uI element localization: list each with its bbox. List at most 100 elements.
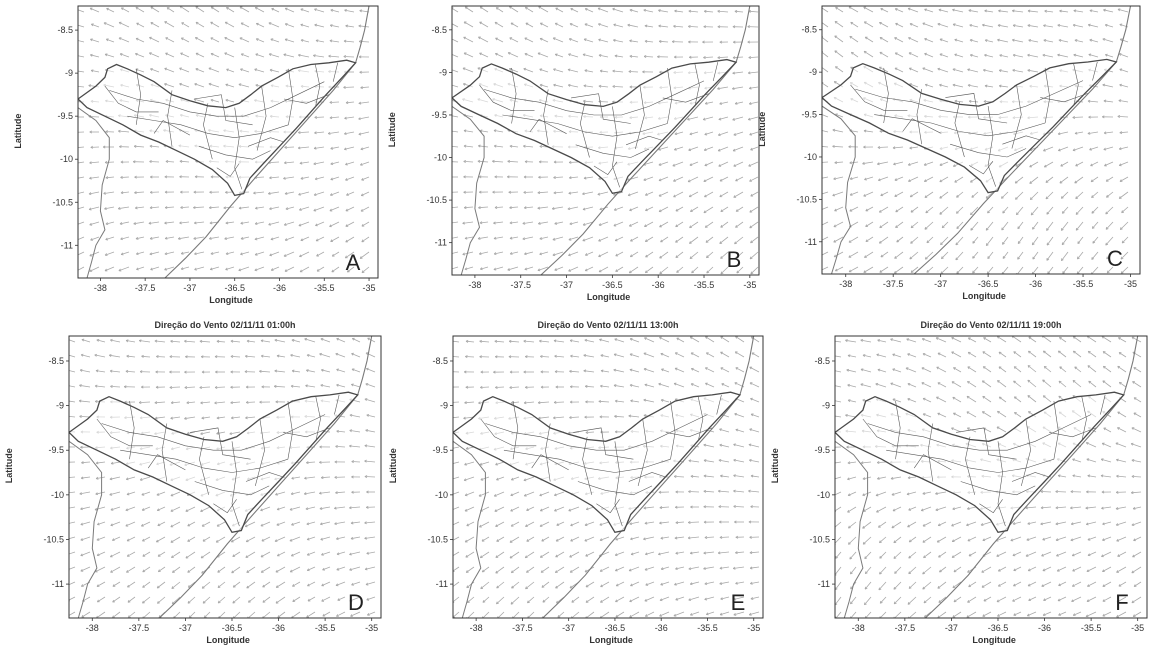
- x-tick-label: -35: [1124, 279, 1137, 289]
- y-tick-label: -11: [61, 240, 73, 250]
- x-tick-label: -36: [652, 280, 665, 290]
- municipal-boundaries: [104, 62, 338, 190]
- y-tick-label: -8.5: [814, 356, 830, 366]
- state-border: [69, 440, 103, 618]
- map-area: [822, 6, 1140, 274]
- x-tick-label: -38: [839, 279, 852, 289]
- y-tick-label: -10.5: [426, 195, 447, 205]
- panel-f: -38 -37.5 -37 -36.5 -36 -35.5 -35 -8.5 -9 -9.5 -10…: [770, 320, 1148, 645]
- x-tick-label: -37.5: [510, 280, 531, 290]
- y-tick-label: -9: [809, 67, 817, 77]
- y-tick-label: -9.5: [432, 445, 448, 455]
- x-tick-label: -36.5: [988, 623, 1009, 633]
- y-tick-label: -8.5: [431, 25, 447, 35]
- map-area: [453, 336, 763, 618]
- panel-title: Direção do Vento 02/11/11 19:00h: [920, 320, 1061, 330]
- panel-b: -38 -37.5 -37 -36.5 -36 -35.5 -35 -8.5 -9 -9.5 -10…: [387, 5, 760, 302]
- y-tick-label: -9: [65, 68, 73, 78]
- y-tick-label: -9: [56, 401, 64, 411]
- y-axis-label: Latitude: [4, 448, 14, 483]
- x-tick-label: -38: [94, 283, 107, 293]
- y-tick-label: -10.5: [796, 194, 817, 204]
- coastline: [924, 336, 1139, 618]
- y-tick-label: -9: [439, 67, 447, 77]
- y-tick-label: -9: [440, 401, 448, 411]
- x-tick-label: -37: [562, 623, 575, 633]
- panel-title: Direção do Vento 02/11/11 13:00h: [537, 320, 678, 330]
- x-tick-label: -36.5: [605, 623, 626, 633]
- x-tick-label: -35.5: [694, 280, 715, 290]
- x-tick-label: -37.5: [512, 623, 533, 633]
- panel-a: -38 -37.5 -37 -36.5 -36 -35.5 -35 -8.5 -9 -9.5 -10…: [13, 5, 379, 305]
- y-tick-label: -11: [435, 238, 447, 248]
- x-axis-label: Longitude: [589, 635, 633, 645]
- wind-vectors: [69, 337, 376, 618]
- map-area: [452, 6, 759, 275]
- x-tick-label: -35.5: [315, 623, 336, 633]
- x-tick-label: -35: [363, 283, 376, 293]
- y-tick-label: -9.5: [48, 445, 64, 455]
- y-axis-label: Latitude: [388, 448, 398, 483]
- state-border: [452, 105, 485, 275]
- x-tick-label: -37: [179, 623, 192, 633]
- plot-frame: [452, 335, 764, 619]
- state-outline: [822, 58, 1118, 194]
- coastline: [158, 336, 373, 618]
- panel-e: -38 -37.5 -37 -36.5 -36 -35.5 -35 -8.5 -9 -9.5 -10…: [388, 320, 764, 645]
- coastline: [913, 6, 1132, 274]
- x-tick-label: -37: [945, 623, 958, 633]
- x-axis-label: Longitude: [972, 635, 1016, 645]
- panel-d: -38 -37.5 -37 -36.5 -36 -35.5 -35 -8.5 -9 -9.5 -10…: [4, 320, 382, 645]
- coastline: [164, 6, 370, 278]
- x-tick-label: -37.5: [895, 623, 916, 633]
- state-outline: [69, 391, 359, 534]
- x-axis-label: Longitude: [962, 291, 1006, 301]
- state-outline: [453, 391, 742, 534]
- plot-frame: [77, 5, 379, 279]
- x-tick-label: -38: [468, 280, 481, 290]
- y-tick-label: -10: [804, 152, 817, 162]
- y-tick-label: -11: [436, 579, 448, 589]
- panel-title: Direção do Vento 02/11/11 01:00h: [154, 320, 295, 330]
- x-tick-label: -35.5: [314, 283, 335, 293]
- y-axis-label: Latitude: [13, 114, 23, 149]
- y-tick-label: -9: [822, 401, 830, 411]
- state-outline: [78, 59, 357, 197]
- x-tick-label: -38: [852, 623, 865, 633]
- y-tick-label: -9.5: [801, 110, 817, 120]
- y-tick-label: -8.5: [801, 25, 817, 35]
- x-tick-label: -37: [560, 280, 573, 290]
- y-tick-label: -10: [51, 490, 64, 500]
- municipal-boundaries: [480, 394, 722, 527]
- plot-frame: [68, 335, 382, 619]
- x-tick-label: -36: [272, 623, 285, 633]
- y-tick-label: -10: [817, 490, 830, 500]
- x-tick-label: -36: [655, 623, 668, 633]
- x-tick-label: -38: [86, 623, 99, 633]
- map-area: [835, 336, 1147, 618]
- y-tick-label: -9.5: [814, 445, 830, 455]
- municipal-boundaries: [850, 61, 1098, 187]
- y-tick-label: -9.5: [57, 111, 73, 121]
- x-tick-label: -37: [183, 283, 196, 293]
- x-tick-label: -36.5: [222, 623, 243, 633]
- x-tick-label: -35.5: [697, 623, 718, 633]
- x-tick-label: -36: [1029, 279, 1042, 289]
- x-tick-label: -37: [934, 279, 947, 289]
- x-tick-label: -35: [747, 623, 760, 633]
- x-axis-label: Longitude: [209, 295, 253, 305]
- y-tick-label: -10.5: [427, 534, 448, 544]
- municipal-boundaries: [862, 394, 1106, 527]
- coastline: [542, 336, 755, 618]
- y-tick-label: -8.5: [57, 25, 73, 35]
- x-tick-label: -38: [470, 623, 483, 633]
- panel-letter: F: [1115, 590, 1128, 615]
- x-tick-label: -35.5: [1081, 623, 1102, 633]
- panel-letter: B: [727, 247, 742, 272]
- panel-c: -38 -37.5 -37 -36.5 -36 -35.5 -35 -8.5 -9 -9.5 -10…: [757, 5, 1141, 301]
- x-tick-label: -36.5: [602, 280, 623, 290]
- x-axis-label: Longitude: [206, 635, 250, 645]
- x-tick-label: -35: [743, 280, 756, 290]
- y-axis-label: Latitude: [770, 448, 780, 483]
- y-tick-label: -11: [818, 579, 830, 589]
